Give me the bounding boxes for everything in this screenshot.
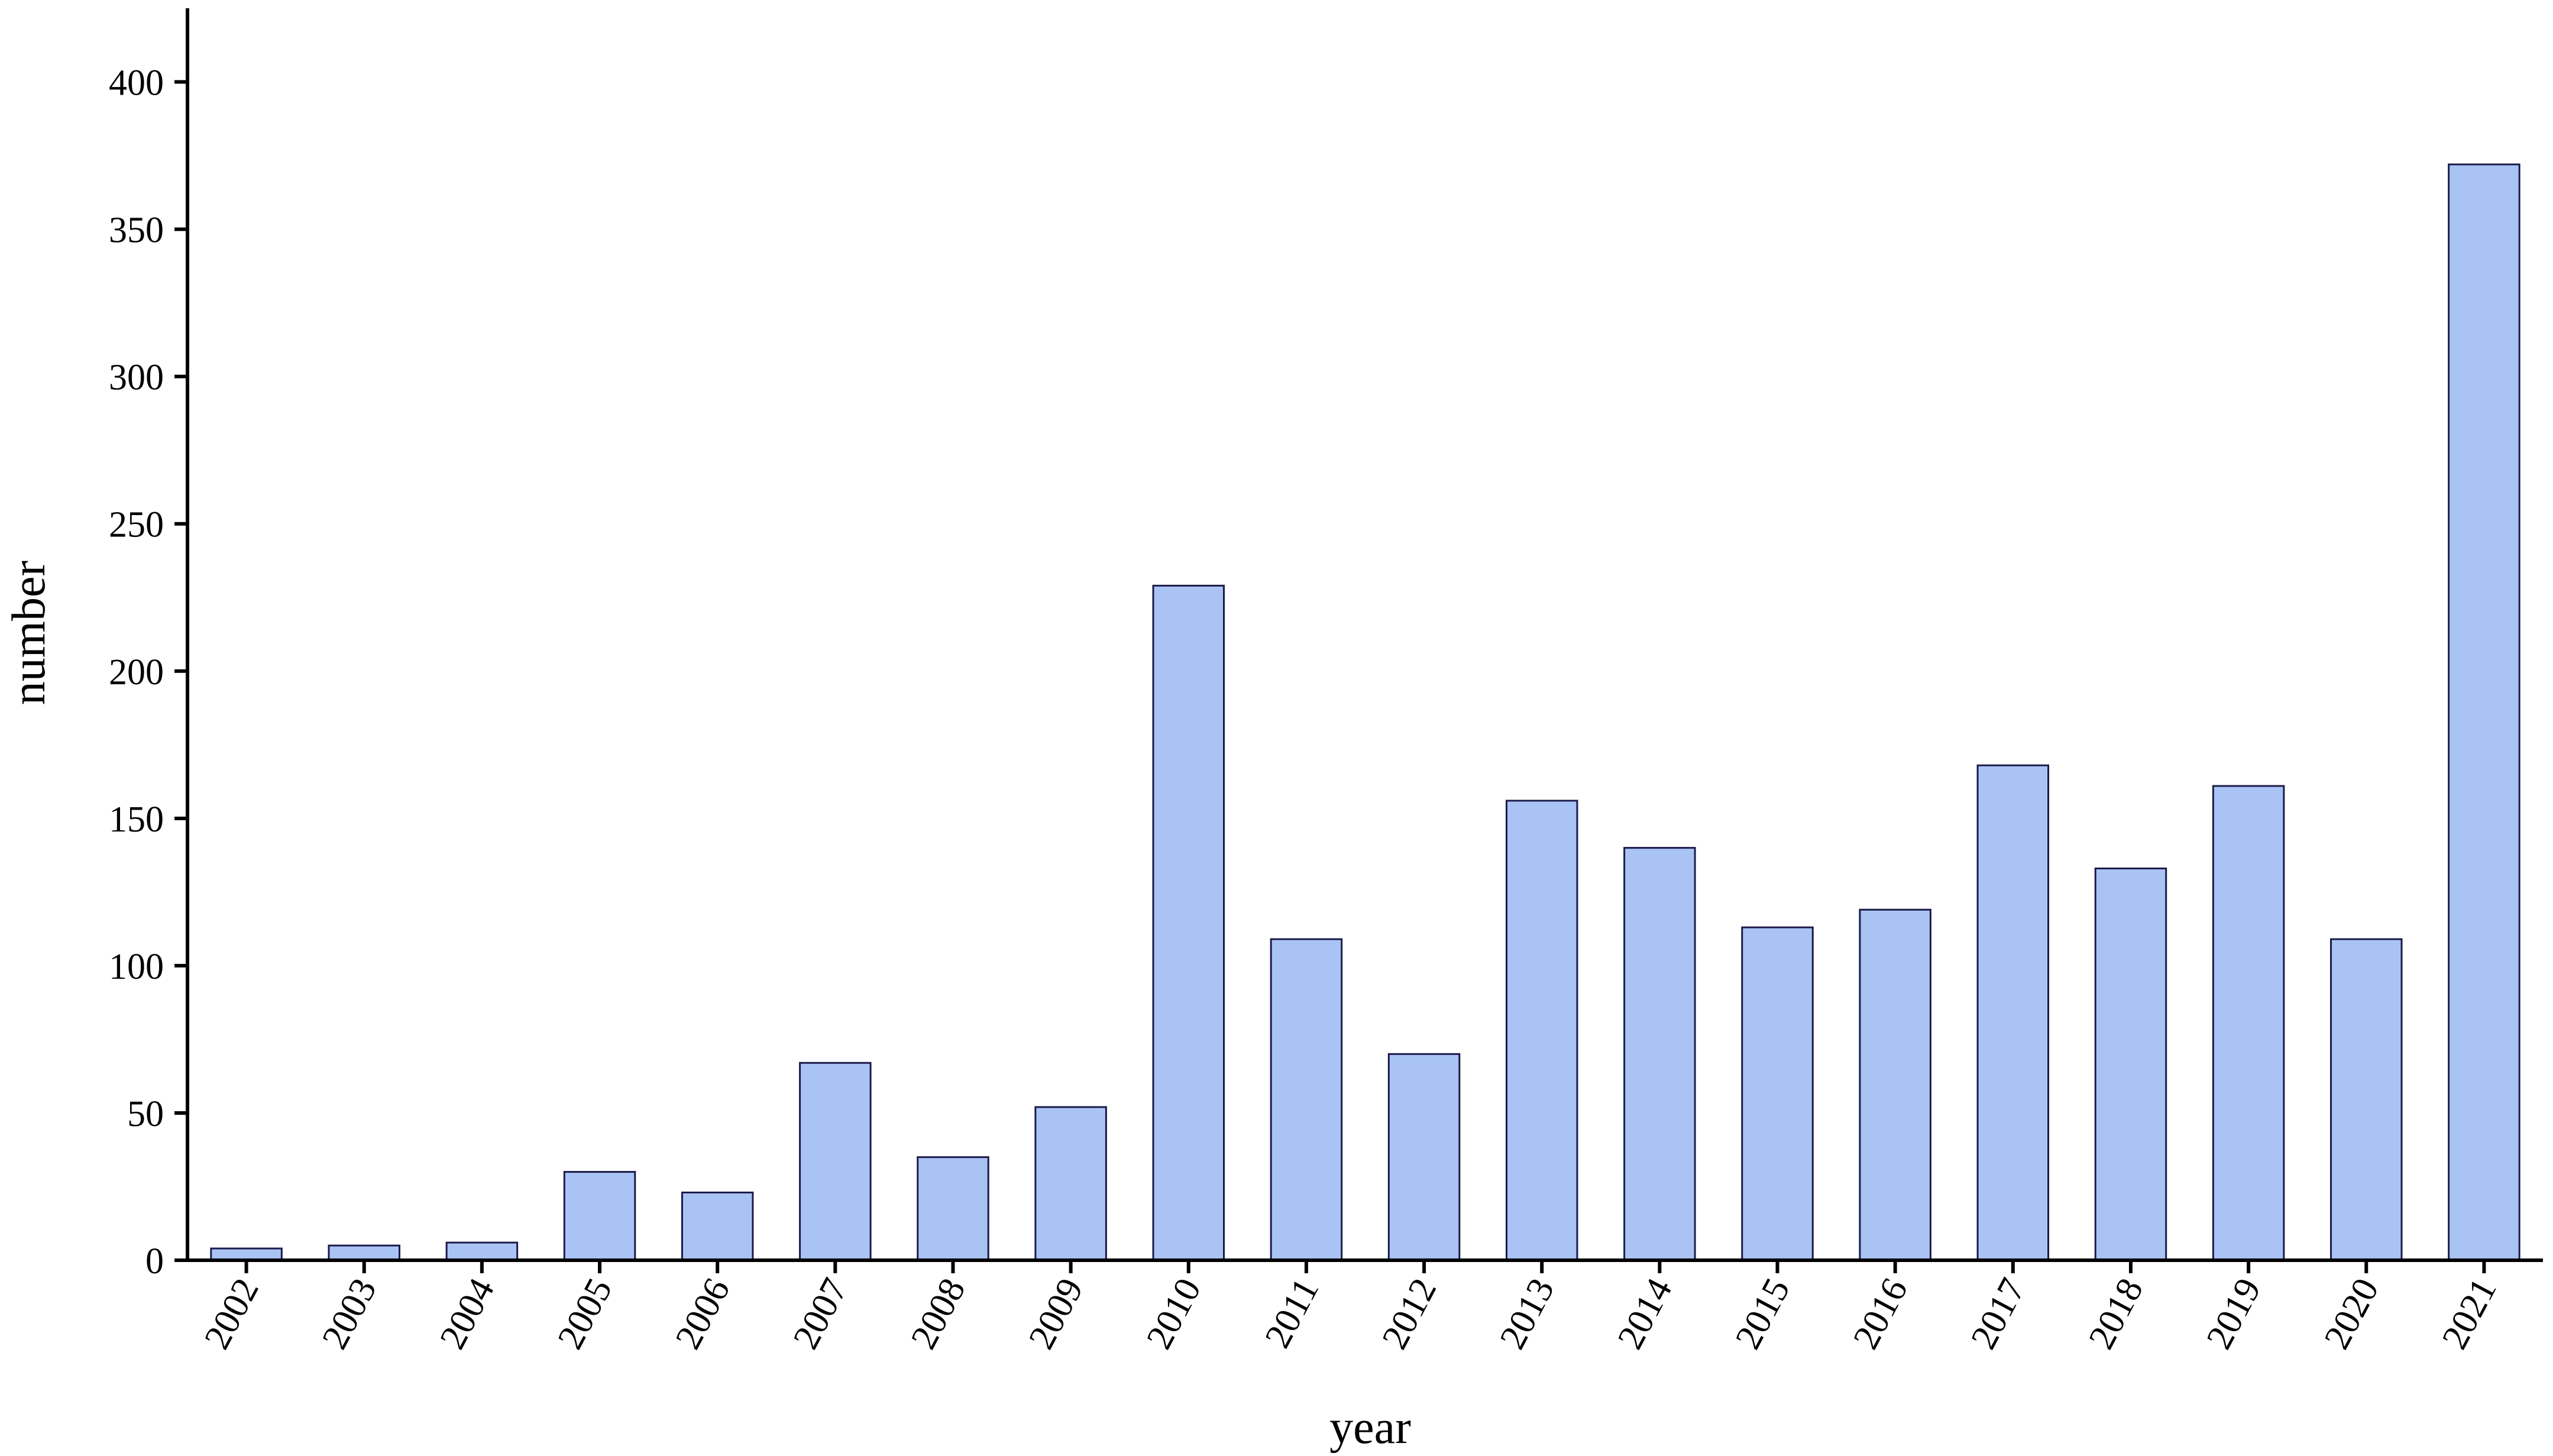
- y-tick-label: 200: [109, 652, 164, 693]
- y-tick-label: 350: [109, 211, 164, 251]
- bar: [328, 1244, 400, 1261]
- y-tick-label: 100: [109, 947, 164, 987]
- x-tick-label: 2017: [1963, 1272, 2033, 1355]
- x-tick-label: 2018: [2081, 1272, 2151, 1355]
- x-tick-label: 2009: [1021, 1272, 1091, 1355]
- bar: [917, 1156, 989, 1261]
- x-tick-label: 2003: [315, 1272, 384, 1355]
- bar: [445, 1241, 519, 1261]
- x-tick-label: 2014: [1610, 1272, 1680, 1355]
- y-tick-label: 150: [109, 800, 164, 840]
- bar: [799, 1062, 872, 1261]
- bar: [2212, 785, 2285, 1261]
- y-tick-label: 0: [145, 1241, 164, 1282]
- x-axis-label: year: [1329, 1402, 1411, 1454]
- bar: [1387, 1053, 1461, 1261]
- bar: [1034, 1106, 1107, 1261]
- x-tick-label: 2011: [1257, 1272, 1326, 1354]
- y-tick-label: 300: [109, 358, 164, 398]
- x-tick-label: 2019: [2199, 1272, 2269, 1355]
- bar: [2330, 938, 2403, 1261]
- bar: [2094, 868, 2167, 1261]
- y-tick-label: 400: [109, 63, 164, 103]
- x-tick-label: 2021: [2435, 1272, 2505, 1355]
- bar: [681, 1191, 754, 1261]
- bar: [1741, 926, 1814, 1261]
- x-tick-label: 2007: [785, 1272, 855, 1355]
- y-tick-label: 250: [109, 505, 164, 545]
- x-tick-label: 2013: [1492, 1272, 1562, 1355]
- x-tick-label: 2015: [1728, 1272, 1798, 1355]
- bar: [1152, 584, 1225, 1261]
- bar: [2448, 163, 2520, 1261]
- bar: [1270, 938, 1343, 1261]
- x-tick-label: 2008: [904, 1272, 973, 1355]
- bar: [1623, 847, 1696, 1261]
- bar: [1859, 908, 1931, 1261]
- bar: [1976, 764, 2050, 1261]
- x-tick-label: 2016: [1846, 1272, 1915, 1355]
- y-axis-label: number: [3, 561, 55, 705]
- x-tick-label: 2004: [432, 1272, 502, 1355]
- x-tick-label: 2010: [1139, 1272, 1209, 1355]
- y-tick-label: 50: [127, 1094, 164, 1134]
- bar: [1505, 800, 1578, 1261]
- x-tick-label: 2012: [1374, 1272, 1444, 1355]
- x-tick-label: 2005: [550, 1272, 620, 1355]
- x-tick-label: 2002: [197, 1272, 267, 1355]
- x-tick-label: 2020: [2316, 1272, 2386, 1355]
- bar: [563, 1171, 636, 1261]
- x-tick-label: 2006: [668, 1272, 737, 1355]
